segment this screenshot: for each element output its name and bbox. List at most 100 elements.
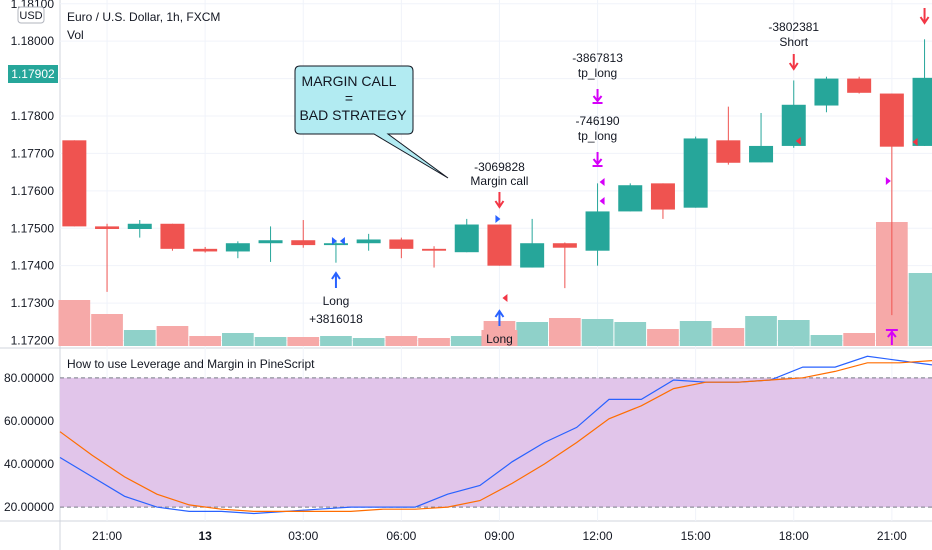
order-marker-triangle xyxy=(599,178,605,186)
candle-body xyxy=(847,78,872,93)
volume-bar xyxy=(777,320,810,346)
volume-bar xyxy=(450,336,483,346)
down-arrow-head xyxy=(494,200,505,209)
annotation-label: tp_long xyxy=(578,129,617,143)
tp-marker-head xyxy=(592,158,603,166)
order-marker-triangle xyxy=(339,237,345,245)
oscillator-band xyxy=(60,377,932,508)
candle-body xyxy=(487,224,512,266)
osc-tick-label: 60.00000 xyxy=(4,414,54,428)
annotation-label: -3069828 xyxy=(474,160,525,174)
candle-body xyxy=(520,243,545,268)
price-tick-label: 1.17200 xyxy=(11,334,55,348)
osc-tick-label: 40.00000 xyxy=(4,457,54,471)
volume-bar xyxy=(156,326,189,346)
annotation-label: Short xyxy=(779,35,808,49)
order-marker-triangle xyxy=(885,177,891,185)
order-marker-triangle xyxy=(495,215,501,223)
annotation-label: Long xyxy=(323,294,350,308)
volume-bar xyxy=(549,318,581,346)
candles[interactable] xyxy=(62,39,932,316)
price-tick-label: 1.17600 xyxy=(11,184,55,198)
time-tick-label: 21:00 xyxy=(92,529,122,543)
currency-label: USD xyxy=(19,10,42,22)
candle-body xyxy=(258,240,283,244)
price-tick-label: 1.18000 xyxy=(11,34,55,48)
time-tick-label: 13 xyxy=(198,529,212,543)
volume-label: Vol xyxy=(67,28,84,42)
time-axis[interactable]: 21:00 13 03:00 06:00 09:00 12:00 15:00 18:00 21:… xyxy=(92,529,907,543)
volume-bar xyxy=(418,338,450,346)
time-tick-label: 03:00 xyxy=(288,529,318,543)
candle-body xyxy=(422,248,447,251)
volume-bar xyxy=(581,319,614,346)
candle-body xyxy=(193,248,218,252)
price-tick-label: 1.17300 xyxy=(11,296,55,310)
price-tick-label: 1.18100 xyxy=(11,0,55,11)
candle-body xyxy=(618,185,643,212)
candle-body xyxy=(716,140,741,163)
volume-bar xyxy=(843,333,875,346)
volume-bar xyxy=(712,328,745,346)
annotation-label: tp_long xyxy=(578,66,617,80)
volume-bar xyxy=(91,314,123,346)
volume-bar xyxy=(352,338,385,346)
volume-bar xyxy=(320,336,352,346)
price-axis[interactable]: 1.17200 1.17300 1.17400 1.17500 1.17600 1.177… xyxy=(11,0,55,348)
osc-tick-label: 80.00000 xyxy=(4,371,54,385)
volume-bar xyxy=(908,273,932,346)
order-marker-triangle xyxy=(502,294,508,302)
osc-tick-label: 20.00000 xyxy=(4,500,54,514)
candle-body xyxy=(814,78,839,106)
oscillator-line xyxy=(59,360,932,512)
volume-bar xyxy=(647,329,679,346)
oscillator-axis[interactable]: 20.00000 40.00000 60.00000 80.00000 xyxy=(4,371,54,514)
tp-marker-head xyxy=(592,95,603,103)
up-arrow-head xyxy=(331,271,341,280)
volume-bar xyxy=(254,337,287,346)
tp-bottom-head xyxy=(887,330,897,338)
time-tick-label: 18:00 xyxy=(779,529,809,543)
candle-body xyxy=(356,239,381,244)
volume-bar xyxy=(679,321,712,346)
candle-body xyxy=(389,239,414,249)
time-tick-label: 06:00 xyxy=(386,529,416,543)
volume-bar xyxy=(810,335,843,346)
volume-bar xyxy=(58,300,91,346)
annotation-label: -3867813 xyxy=(572,51,623,65)
time-tick-label: 15:00 xyxy=(681,529,711,543)
annotation-label: -746190 xyxy=(576,114,620,128)
candle-body xyxy=(323,243,348,246)
time-tick-label: 09:00 xyxy=(484,529,514,543)
margin-call-callout: MARGIN CALL = BAD STRATEGY xyxy=(294,65,449,179)
callout-line-2: = xyxy=(345,90,353,106)
price-tick-label: 1.17500 xyxy=(11,221,55,235)
candle-body xyxy=(879,93,904,147)
volume-bars xyxy=(58,222,932,346)
order-marker-triangle xyxy=(912,138,918,146)
volume-bar xyxy=(385,336,418,346)
indicator-title: How to use Leverage and Margin in PineSc… xyxy=(67,357,315,371)
volume-bar xyxy=(189,336,221,346)
long-label-bg xyxy=(481,330,518,346)
oscillator-line xyxy=(59,355,932,515)
order-marker-triangle xyxy=(331,237,337,245)
candle-body xyxy=(62,140,87,227)
oscillator-band-fill xyxy=(60,377,932,508)
candle-body xyxy=(912,77,932,146)
up-arrow-head xyxy=(494,309,505,318)
chart-header: USD Euro / U.S. Dollar, 1h, FXCM Vol How… xyxy=(17,6,315,371)
currency-badge[interactable] xyxy=(17,6,45,24)
candle-body xyxy=(95,226,120,230)
price-tick-label: 1.17700 xyxy=(11,146,55,160)
volume-bar xyxy=(222,333,254,346)
order-marker-triangle xyxy=(795,137,801,145)
down-arrow-head xyxy=(788,62,799,71)
candle-body xyxy=(454,224,479,253)
volume-bar xyxy=(745,316,777,346)
volume-bar xyxy=(287,337,320,346)
candle-body xyxy=(585,211,610,251)
candle-body xyxy=(749,145,774,163)
